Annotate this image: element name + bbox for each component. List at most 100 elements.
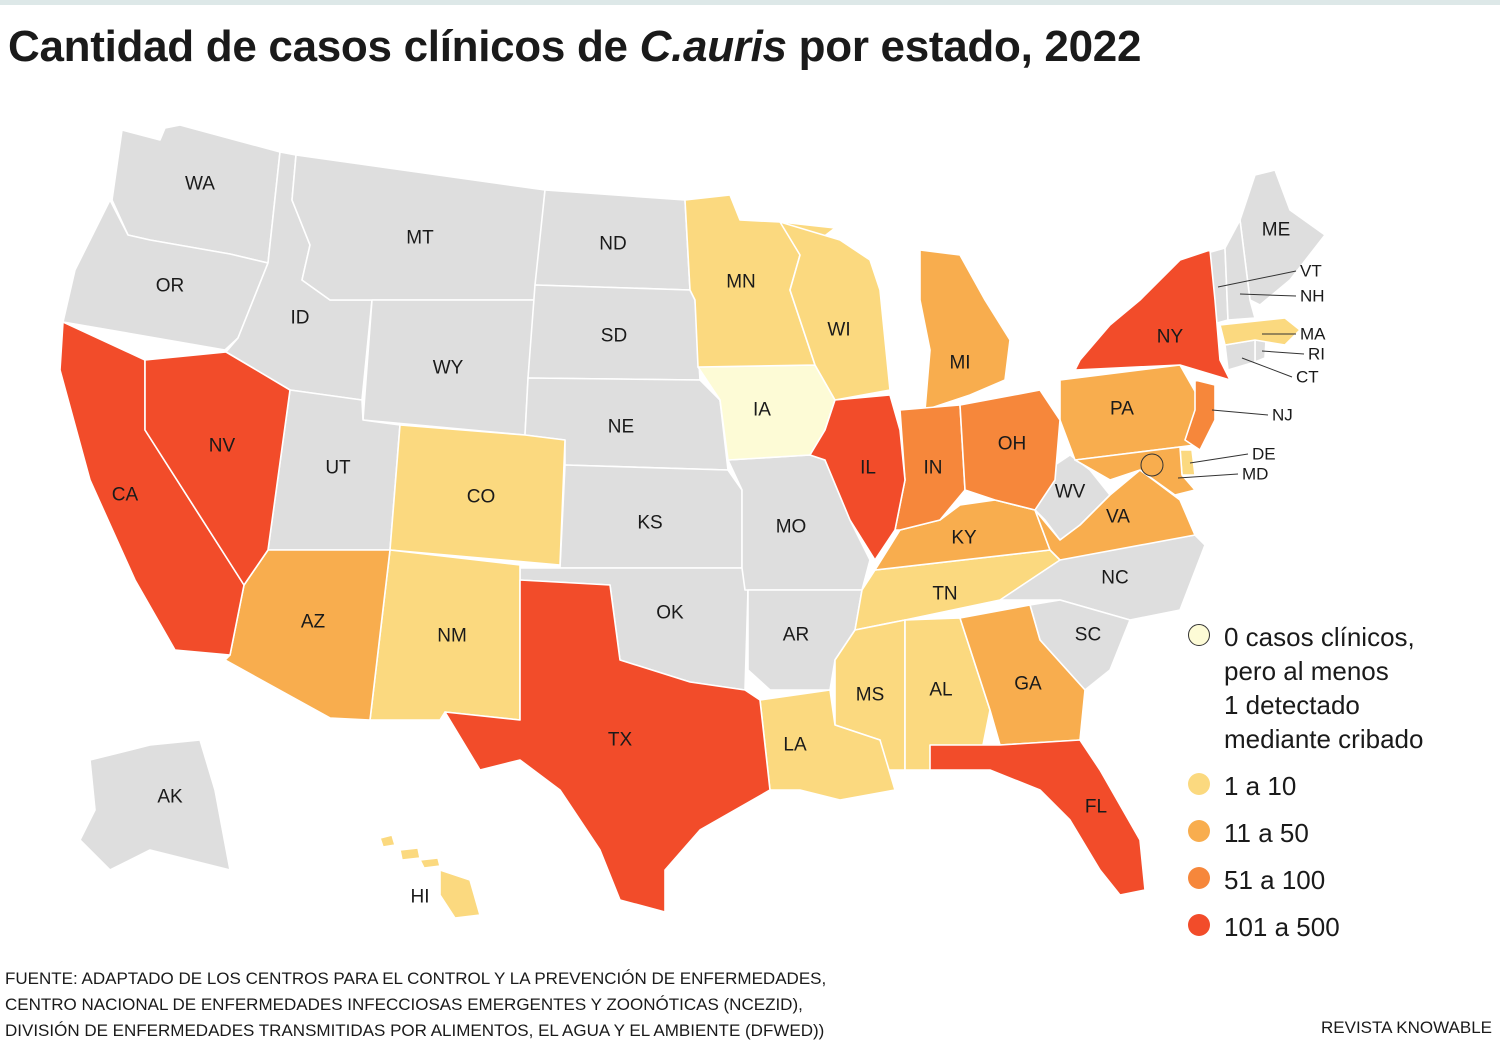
- state-label-nv: NV: [209, 436, 236, 457]
- state-mi: [919, 249, 1011, 411]
- state-label-id: ID: [291, 308, 310, 329]
- source-note: FUENTE: ADAPTADO DE LOS CENTROS PARA EL …: [5, 969, 827, 1040]
- state-label-mt: MT: [406, 228, 434, 249]
- state-label-wv: WV: [1055, 482, 1086, 503]
- state-az: [224, 549, 391, 721]
- state-label-tx: TX: [608, 730, 633, 751]
- state-co: [389, 424, 566, 566]
- state-label-ak: AK: [157, 787, 183, 808]
- state-label-wy: WY: [433, 358, 464, 379]
- legend-label: 101 a 500: [1224, 912, 1340, 942]
- state-label-wa: WA: [185, 174, 215, 195]
- state-label-vt: VT: [1300, 262, 1322, 281]
- state-label-mn: MN: [726, 272, 756, 293]
- state-label-sd: SD: [601, 326, 627, 347]
- state-label-de: DE: [1252, 445, 1276, 464]
- legend-label: 0 casos clínicos, pero al menos 1 detect…: [1224, 622, 1424, 754]
- state-label-nm: NM: [437, 626, 467, 647]
- state-label-mo: MO: [776, 517, 807, 538]
- state-la: [759, 689, 896, 801]
- state-label-oh: OH: [998, 434, 1027, 455]
- legend-swatch: [1188, 914, 1210, 936]
- state-label-nc: NC: [1101, 568, 1128, 589]
- state-label-az: AZ: [301, 612, 326, 633]
- state-label-ca: CA: [112, 485, 139, 506]
- leader-lines: [1177, 270, 1305, 479]
- dc-marker: [1140, 453, 1164, 477]
- leader-nh: [1239, 293, 1297, 297]
- state-nj: [1184, 379, 1216, 451]
- state-label-mi: MI: [949, 353, 970, 374]
- state-label-ri: RI: [1308, 345, 1325, 364]
- state-label-nj: NJ: [1272, 406, 1293, 425]
- legend-item-11-50: 11 a 50: [1188, 816, 1488, 850]
- state-ma: [1219, 317, 1301, 346]
- state-label-ga: GA: [1014, 674, 1042, 695]
- title-prefix: Cantidad de casos clínicos de: [8, 22, 640, 71]
- state-label-ms: MS: [856, 685, 885, 706]
- state-label-la: LA: [783, 735, 807, 756]
- leader-md: [1177, 473, 1239, 479]
- legend-swatch: [1188, 867, 1210, 889]
- state-tx: [444, 579, 771, 913]
- state-md: [1074, 446, 1196, 496]
- state-label-ct: CT: [1296, 368, 1319, 387]
- state-label-va: VA: [1106, 507, 1130, 528]
- state-ny: [1074, 249, 1231, 381]
- legend-item-0: 0 casos clínicos, pero al menos 1 detect…: [1188, 620, 1488, 756]
- state-label-al: AL: [929, 680, 952, 701]
- legend-label: 51 a 100: [1224, 865, 1326, 895]
- state-label-tn: TN: [932, 584, 957, 605]
- legend-label: 11 a 50: [1224, 818, 1309, 848]
- state-ga: [959, 604, 1086, 746]
- legend-swatch: [1188, 820, 1210, 842]
- state-label-ar: AR: [783, 625, 809, 646]
- legend-label: 1 a 10: [1224, 771, 1297, 801]
- legend-item-51-100: 51 a 100: [1188, 863, 1488, 897]
- leader-nj: [1211, 409, 1269, 416]
- state-ak: [79, 739, 231, 871]
- state-fl: [929, 739, 1146, 896]
- state-hi: [379, 834, 481, 919]
- top-rule: [0, 0, 1500, 5]
- state-label-nd: ND: [599, 234, 626, 255]
- state-label-ia: IA: [753, 400, 771, 421]
- map-title: Cantidad de casos clínicos de C.auris po…: [8, 22, 1141, 72]
- legend-item-1-10: 1 a 10: [1188, 769, 1488, 803]
- state-label-ks: KS: [637, 513, 662, 534]
- leader-ct: [1241, 357, 1293, 378]
- legend-swatch: [1188, 773, 1210, 795]
- state-label-ny: NY: [1157, 327, 1184, 348]
- state-label-pa: PA: [1110, 399, 1134, 420]
- state-label-il: IL: [860, 458, 876, 479]
- state-label-wi: WI: [827, 320, 850, 341]
- state-label-fl: FL: [1085, 797, 1107, 818]
- state-labels: WA OR ID MT WY UT ND SD NE KS OK MO AR WV NC SC ME VT NH RI…: [112, 174, 1326, 908]
- legend-swatch: [1188, 624, 1210, 646]
- state-nv: [144, 351, 291, 586]
- state-label-me: ME: [1262, 220, 1291, 241]
- legend: 0 casos clínicos, pero al menos 1 detect…: [1188, 620, 1488, 957]
- state-label-or: OR: [156, 276, 185, 297]
- state-oh: [959, 389, 1061, 511]
- state-label-ok: OK: [656, 603, 684, 624]
- state-nc: [999, 534, 1206, 621]
- state-label-ne: NE: [608, 417, 634, 438]
- states-layer: [59, 124, 1326, 919]
- state-label-ut: UT: [325, 458, 351, 479]
- state-label-ky: KY: [951, 528, 977, 549]
- state-label-ma: MA: [1300, 325, 1326, 344]
- title-suffix: por estado, 2022: [786, 22, 1142, 71]
- state-nh: [1224, 219, 1256, 321]
- state-label-co: CO: [467, 487, 496, 508]
- leader-de: [1189, 453, 1249, 464]
- credit: REVISTA KNOWABLE: [1321, 1018, 1492, 1037]
- state-label-hi: HI: [411, 887, 430, 908]
- state-il: [809, 394, 906, 561]
- state-label-md: MD: [1242, 465, 1268, 484]
- legend-item-101-500: 101 a 500: [1188, 910, 1488, 944]
- leader-ri: [1261, 350, 1305, 355]
- state-label-in: IN: [924, 458, 943, 479]
- state-me: [1239, 169, 1326, 306]
